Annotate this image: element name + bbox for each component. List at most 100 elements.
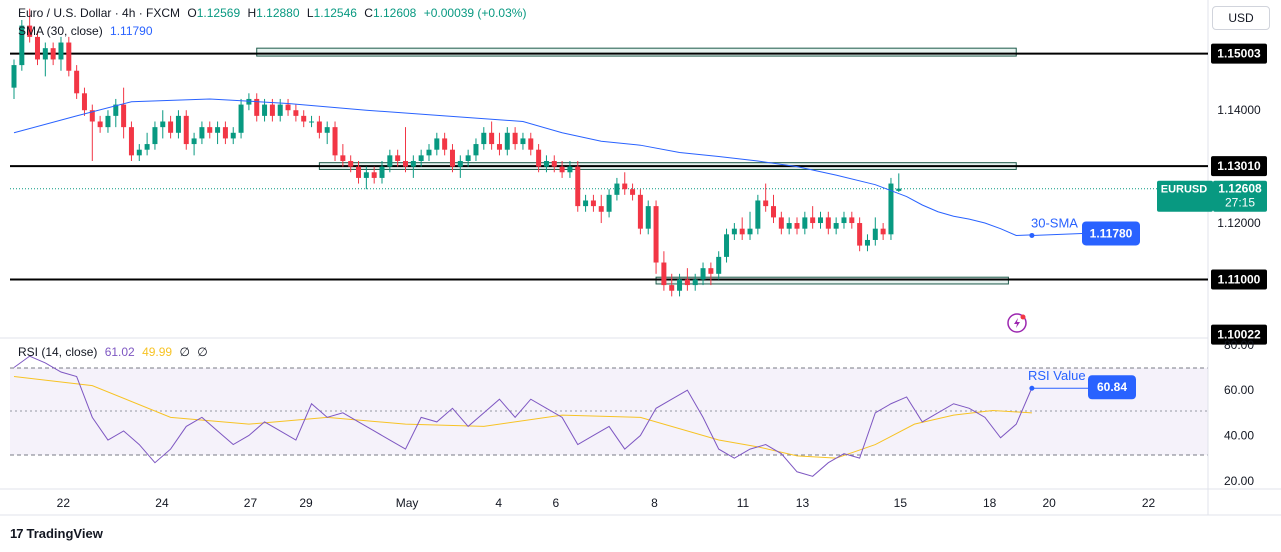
low-label: L bbox=[306, 6, 314, 20]
time-tick-label: 4 bbox=[495, 496, 502, 510]
candle-body bbox=[434, 138, 440, 150]
candle-body bbox=[747, 228, 753, 235]
currency-button[interactable]: USD bbox=[1212, 6, 1270, 30]
candle-body bbox=[512, 132, 518, 145]
rsi-legend[interactable]: RSI (14, close) 61.02 49.99 ∅ ∅ bbox=[18, 345, 212, 359]
candle-body bbox=[841, 217, 847, 224]
candle-body bbox=[363, 172, 369, 178]
open-value: 1.12569 bbox=[196, 6, 241, 20]
candle-body bbox=[630, 189, 636, 195]
candle-body bbox=[340, 155, 346, 161]
symbol-title[interactable]: Euro / U.S. Dollar · 4h · FXCM bbox=[18, 6, 181, 20]
low-price-box bbox=[1211, 324, 1267, 345]
rsi-annotation-value: 60.84 bbox=[1097, 380, 1127, 394]
candle-body bbox=[880, 228, 886, 235]
sma-legend[interactable]: SMA (30, close) 1.11790 bbox=[18, 24, 157, 38]
candle-body bbox=[637, 194, 643, 229]
last-price-value-box bbox=[1213, 180, 1267, 212]
rsi-tick-label: 80.00 bbox=[1224, 338, 1254, 352]
candle-body bbox=[309, 121, 315, 123]
rsi-tick-label: 40.00 bbox=[1224, 428, 1254, 442]
time-tick-label: 24 bbox=[155, 496, 169, 510]
tradingview-logo-text: TradingView bbox=[26, 526, 103, 541]
candle-body bbox=[277, 104, 283, 116]
sma-annotation-dot bbox=[1029, 232, 1035, 238]
candle-body bbox=[152, 127, 158, 145]
candle-body bbox=[191, 138, 197, 145]
rsi-annotation-dot bbox=[1029, 385, 1035, 391]
rsi-annotation-text: RSI Value bbox=[1028, 368, 1086, 383]
close-value: 1.12608 bbox=[372, 6, 417, 20]
candle-body bbox=[128, 127, 134, 156]
candle-body bbox=[481, 132, 487, 145]
time-tick-label: 13 bbox=[796, 496, 810, 510]
last-price-tag: EURUSD 1.12608 27:15 bbox=[1157, 180, 1267, 212]
candle-body bbox=[825, 217, 831, 229]
candle-body bbox=[528, 138, 534, 150]
candle-body bbox=[74, 70, 80, 94]
candle-body bbox=[254, 98, 260, 116]
candle-body bbox=[121, 104, 127, 128]
sma-annotation: 30-SMA 1.11780 bbox=[1029, 215, 1140, 246]
candle-body bbox=[238, 104, 244, 133]
rsi-axis-ticks: 80.00 60.00 40.00 20.00 bbox=[1224, 338, 1254, 488]
rsi-ma-legend-value: 49.99 bbox=[142, 345, 173, 359]
candle-body bbox=[872, 228, 878, 240]
candle-body bbox=[896, 188, 902, 191]
candle-body bbox=[19, 25, 25, 66]
sma-annotation-value: 1.11780 bbox=[1090, 226, 1133, 240]
candle-body bbox=[246, 98, 252, 105]
time-tick-label: 18 bbox=[983, 496, 997, 510]
rsi-legend-value: 61.02 bbox=[104, 345, 135, 359]
rsi-annotation: RSI Value 60.84 bbox=[1028, 368, 1136, 400]
candle-body bbox=[575, 166, 581, 207]
last-price-countdown: 27:15 bbox=[1225, 196, 1255, 210]
last-price-box bbox=[1157, 180, 1213, 212]
candle-body bbox=[27, 25, 33, 37]
sma-annotation-text: 30-SMA bbox=[1031, 215, 1078, 230]
candle-body bbox=[418, 155, 424, 161]
lightning-icon[interactable] bbox=[1007, 313, 1027, 333]
candle-body bbox=[857, 223, 863, 246]
time-tick-label: May bbox=[396, 496, 419, 510]
candle-body bbox=[598, 206, 604, 212]
candle-body bbox=[669, 285, 675, 291]
rsi-legend-label: RSI (14, close) bbox=[18, 345, 98, 359]
candle-body bbox=[58, 42, 64, 60]
candle-body bbox=[590, 200, 596, 207]
candle-body bbox=[622, 183, 628, 190]
time-tick-label: 22 bbox=[1142, 496, 1156, 510]
candle-body bbox=[496, 144, 502, 150]
rsi-line bbox=[13, 355, 1033, 477]
candle-body bbox=[316, 121, 322, 133]
candle-body bbox=[520, 138, 526, 145]
candle-body bbox=[379, 166, 385, 178]
symbol-legend: Euro / U.S. Dollar · 4h · FXCM O1.12569 … bbox=[18, 6, 530, 20]
open-label: O bbox=[187, 6, 197, 20]
support-resistance-zone bbox=[655, 276, 1009, 285]
candle-body bbox=[449, 149, 455, 167]
candle-body bbox=[716, 256, 722, 274]
candle-body bbox=[356, 166, 362, 178]
rsi-annotation-box bbox=[1088, 375, 1136, 400]
candle-body bbox=[771, 206, 777, 218]
candle-body bbox=[677, 279, 683, 291]
candle-body bbox=[410, 160, 416, 167]
candle-body bbox=[778, 217, 784, 229]
tradingview-logo[interactable]: 17 TradingView bbox=[10, 526, 103, 541]
candle-body bbox=[645, 206, 651, 229]
candle-body bbox=[442, 138, 448, 150]
level-price-label: 1.13010 bbox=[1217, 159, 1261, 173]
rsi-ma-line bbox=[13, 376, 1032, 459]
candle-body bbox=[614, 183, 620, 195]
candle-body bbox=[293, 110, 299, 116]
lightning-icon-ring bbox=[1007, 313, 1027, 333]
candle-body bbox=[786, 223, 792, 229]
level-price-box bbox=[1211, 269, 1267, 290]
time-tick-label: 29 bbox=[299, 496, 313, 510]
candle-body bbox=[731, 228, 737, 235]
support-resistance-zone bbox=[256, 47, 1017, 57]
candle-body bbox=[285, 104, 291, 111]
candle-body bbox=[473, 144, 479, 156]
